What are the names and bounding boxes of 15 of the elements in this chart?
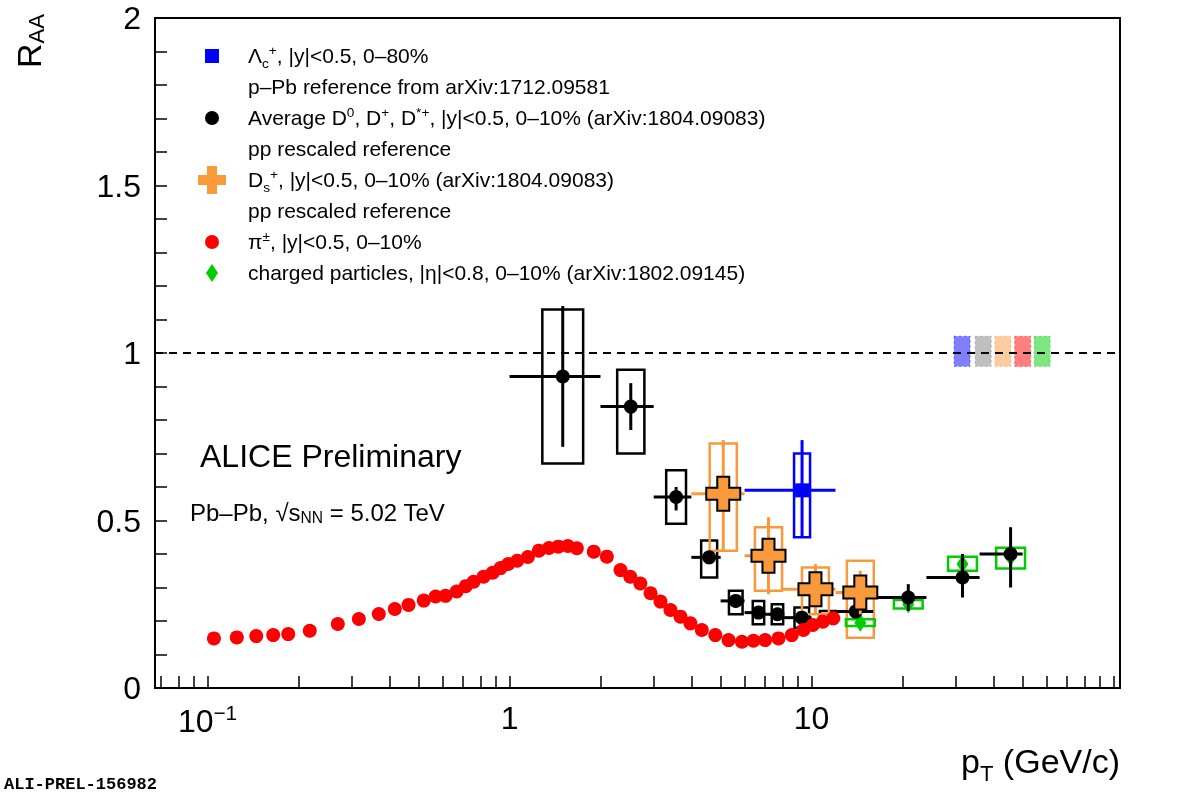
legend-label: π$^{±}$, |y|<0.5, 0–10%	[248, 228, 422, 255]
y-tick-label: 2	[123, 0, 141, 36]
text: ALI-PREL-156982	[4, 775, 158, 794]
legend-label: Average D$^{0}$, D$^{+}$, D$^{*+}$, |y|<0.5, 0–10% (arXiv:1804.09083) pp rescaled reference	[248, 104, 766, 162]
y-tick-label: 0	[123, 670, 141, 706]
x-axis-title: p$_{T}$ (GeV/c)	[961, 742, 1120, 786]
annotation: Pb–Pb, √sNN = 5.02 TeV	[190, 498, 445, 526]
y-tick-label: 0.5	[96, 502, 141, 539]
y-tick-label: 1	[123, 335, 141, 371]
legend-label: charged particles, |η|<0.8, 0–10% (arXiv:1802.09145)	[248, 260, 746, 286]
x-tick-label: 10	[793, 700, 830, 736]
annotation: ALICE Preliminary	[200, 438, 462, 474]
legend-label: Λ$_{c}$$^{+}$, |y|<0.5, 0–80% p–Pb reference from arXiv:1712.09581	[248, 42, 610, 100]
y-tick-label: 1.5	[96, 167, 141, 204]
x-tick-label: 1	[500, 700, 519, 736]
